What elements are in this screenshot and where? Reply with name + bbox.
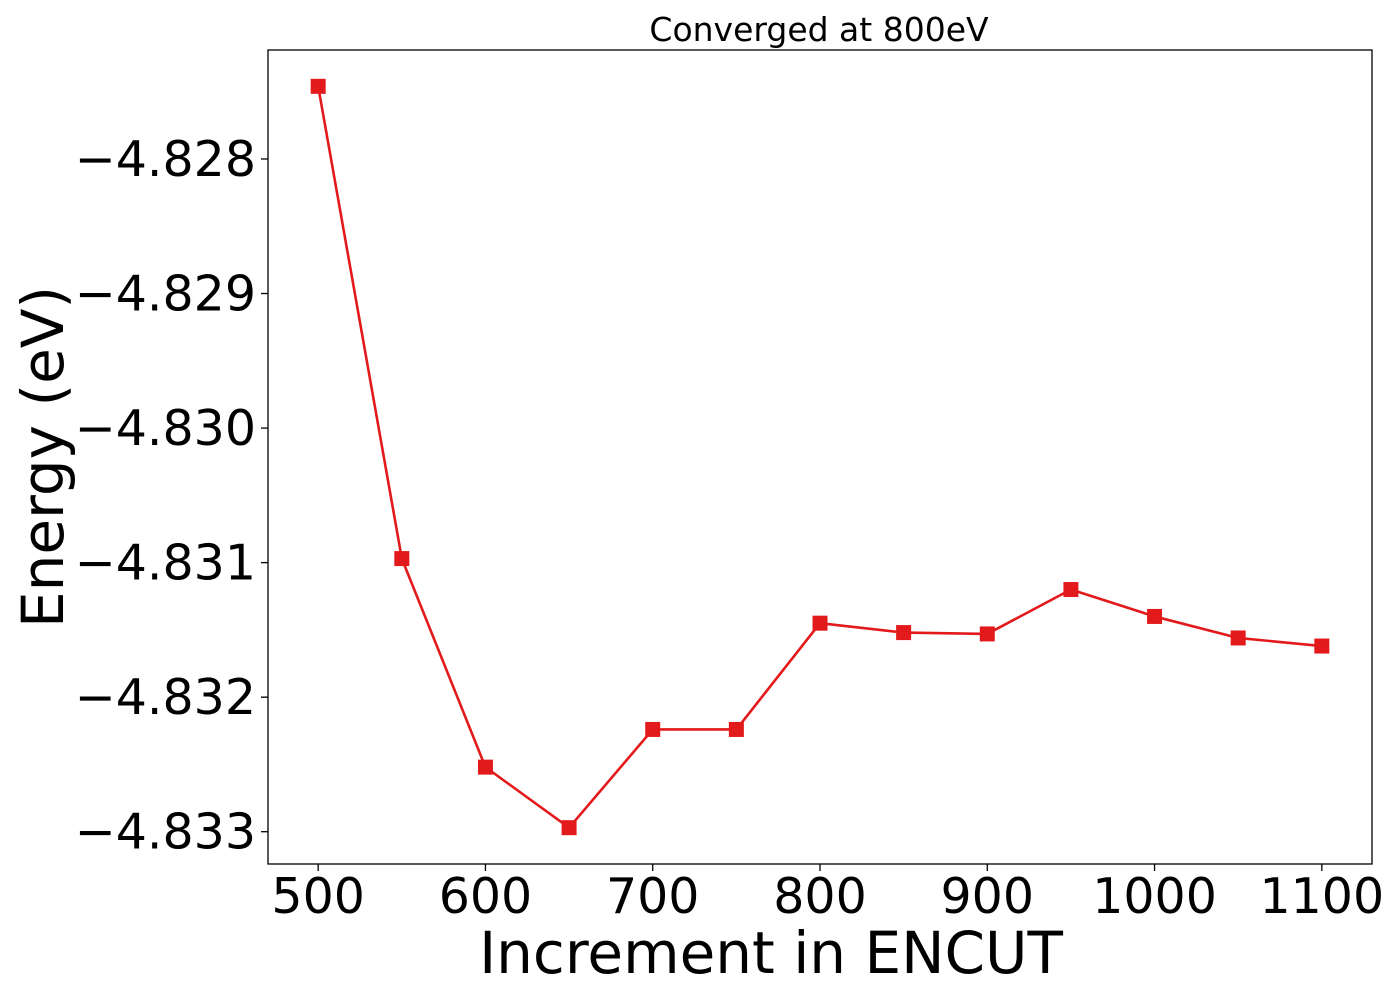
y-axis: −4.828 −4.829 −4.830 −4.831 −4.832 −4.833 [75,131,268,861]
x-tick-label: 900 [941,868,1035,925]
x-axis: 500 600 700 800 900 1000 1100 [271,864,1384,925]
x-tick-label: 500 [271,868,365,925]
x-tick-label: 800 [773,868,867,925]
x-tick-label: 1100 [1259,868,1384,925]
data-point-marker [1147,608,1163,624]
y-tick-label: −4.832 [75,669,256,726]
y-tick-label: −4.830 [75,400,256,457]
x-tick-label: 700 [606,868,700,925]
data-point-marker [561,820,577,836]
x-tick-label: 1000 [1092,868,1217,925]
y-tick-label: −4.833 [75,804,256,861]
chart-title: Converged at 800eV [649,10,989,49]
x-tick-label: 600 [439,868,533,925]
y-tick-label: −4.831 [75,535,256,592]
data-point-marker [1063,582,1079,598]
plot-area [267,49,1373,865]
series-layer [310,78,1330,836]
data-point-marker [310,78,326,94]
data-point-marker [728,721,744,737]
data-point-marker [394,551,410,567]
y-tick-label: −4.828 [75,131,256,188]
data-point-marker [979,626,995,642]
data-point-marker [645,721,661,737]
data-point-marker [896,625,912,641]
data-point-marker [477,759,493,775]
x-axis-label: Increment in ENCUT [479,919,1063,987]
data-point-marker [1230,630,1246,646]
data-point-marker [812,615,828,631]
data-point-marker [1314,638,1330,654]
y-axis-label: Energy (eV) [9,286,77,628]
y-tick-label: −4.829 [75,266,256,323]
